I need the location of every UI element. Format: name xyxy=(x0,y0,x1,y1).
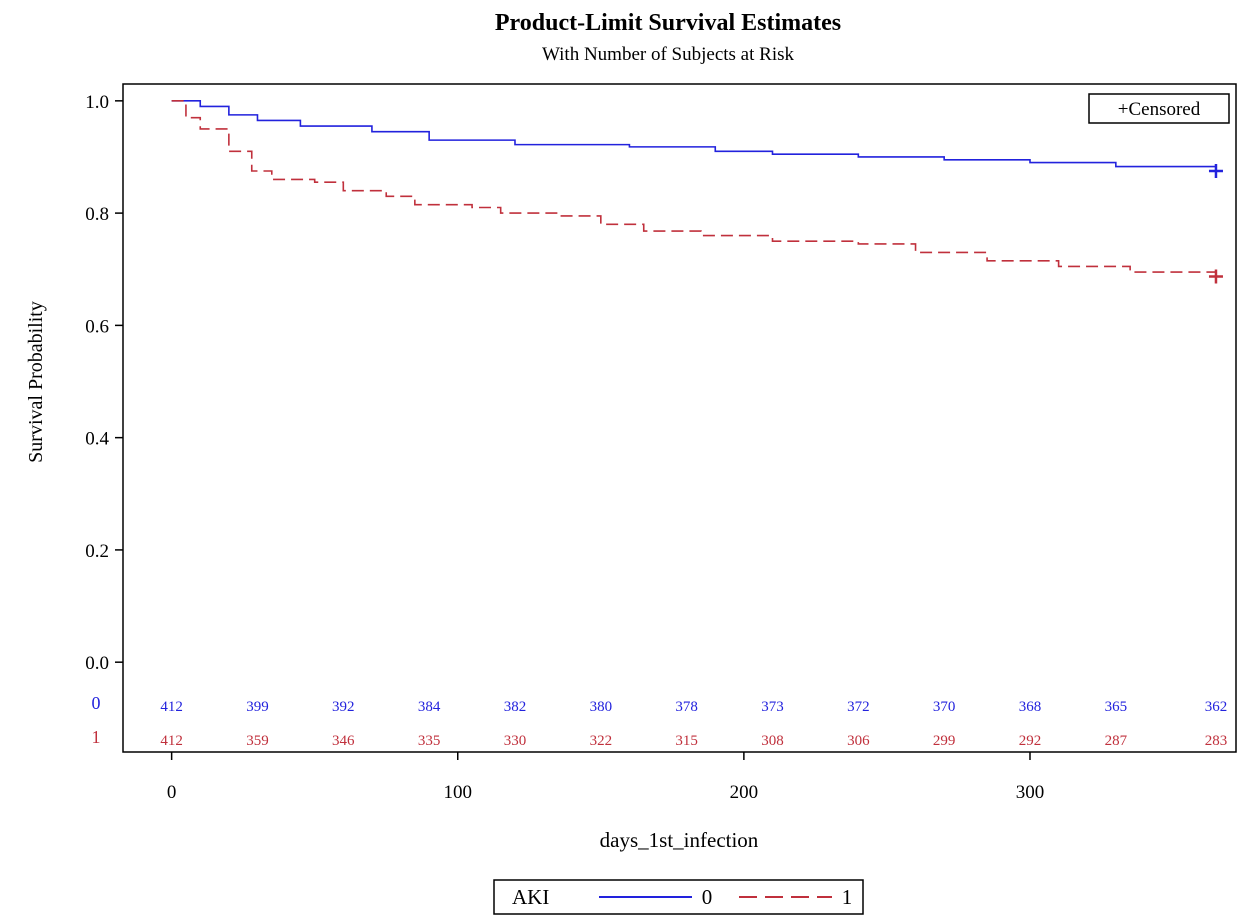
at-risk-value: 292 xyxy=(1019,733,1042,749)
at-risk-value: 362 xyxy=(1205,699,1228,715)
chart-subtitle: With Number of Subjects at Risk xyxy=(542,44,795,65)
legend-label-aki-0: 0 xyxy=(702,885,713,909)
at-risk-value: 359 xyxy=(246,733,269,749)
at-risk-group-label: 1 xyxy=(92,727,101,747)
series-layer xyxy=(171,100,1223,284)
censored-legend-box xyxy=(1088,93,1230,124)
at-risk-value: 322 xyxy=(590,733,613,749)
censored-mark-aki-0 xyxy=(1208,164,1223,179)
chart-title: Product-Limit Survival Estimates xyxy=(495,10,841,36)
at-risk-value: 368 xyxy=(1019,699,1042,715)
at-risk-group-label: 0 xyxy=(92,693,101,713)
censored-legend-label: +Censored xyxy=(1118,99,1201,120)
at-risk-value: 365 xyxy=(1105,699,1128,715)
at-risk-value: 370 xyxy=(933,699,956,715)
at-risk-value: 412 xyxy=(160,699,183,715)
at-risk-value: 380 xyxy=(590,699,613,715)
y-tick-label: 1.0 xyxy=(85,92,109,113)
at-risk-value: 372 xyxy=(847,699,870,715)
at-risk-value: 306 xyxy=(847,733,870,749)
at-risk-value: 315 xyxy=(675,733,698,749)
censored-legend: +Censored xyxy=(1088,93,1230,124)
y-tick-label: 0.4 xyxy=(85,429,109,450)
y-tick-label: 0.0 xyxy=(85,653,109,674)
at-risk-value: 392 xyxy=(332,699,355,715)
at-risk-value: 287 xyxy=(1105,733,1128,749)
group-legend: AKI 0 1 xyxy=(493,879,864,915)
at-risk-table: 0 412 399 392 384 382 380 378 373 372 370 368 365 362… xyxy=(92,693,1228,749)
at-risk-value: 412 xyxy=(160,733,183,749)
x-tick-label: 0 xyxy=(167,782,177,803)
plot-frame xyxy=(122,83,1237,753)
x-axis-label: days_1st_infection xyxy=(600,828,759,852)
at-risk-value: 283 xyxy=(1205,733,1228,749)
at-risk-value: 346 xyxy=(332,733,355,749)
at-risk-value: 299 xyxy=(933,733,956,749)
survival-curve-aki-0 xyxy=(171,100,1217,172)
at-risk-value: 378 xyxy=(675,699,698,715)
y-tick-label: 0.2 xyxy=(85,541,109,562)
at-risk-value: 384 xyxy=(418,699,441,715)
x-tick-label: 300 xyxy=(1016,782,1045,803)
y-tick-label: 0.8 xyxy=(85,204,109,225)
x-axis: 0 100 200 300 xyxy=(167,752,1044,803)
at-risk-value: 373 xyxy=(761,699,784,715)
y-axis-label: Survival Probability xyxy=(25,301,47,463)
at-risk-value: 382 xyxy=(504,699,527,715)
survival-curve-aki-1 xyxy=(171,100,1217,277)
at-risk-value: 399 xyxy=(246,699,269,715)
legend-label-aki-1: 1 xyxy=(842,885,853,909)
x-tick-label: 100 xyxy=(444,782,473,803)
x-tick-label: 200 xyxy=(730,782,759,803)
at-risk-value: 308 xyxy=(761,733,784,749)
y-tick-label: 0.6 xyxy=(85,316,109,337)
censored-mark-aki-1 xyxy=(1208,269,1223,284)
at-risk-value: 330 xyxy=(504,733,527,749)
at-risk-value: 335 xyxy=(418,733,441,749)
y-axis: 0.0 0.2 0.4 0.6 0.8 1.0 xyxy=(85,92,123,674)
group-legend-title: AKI xyxy=(512,885,549,909)
